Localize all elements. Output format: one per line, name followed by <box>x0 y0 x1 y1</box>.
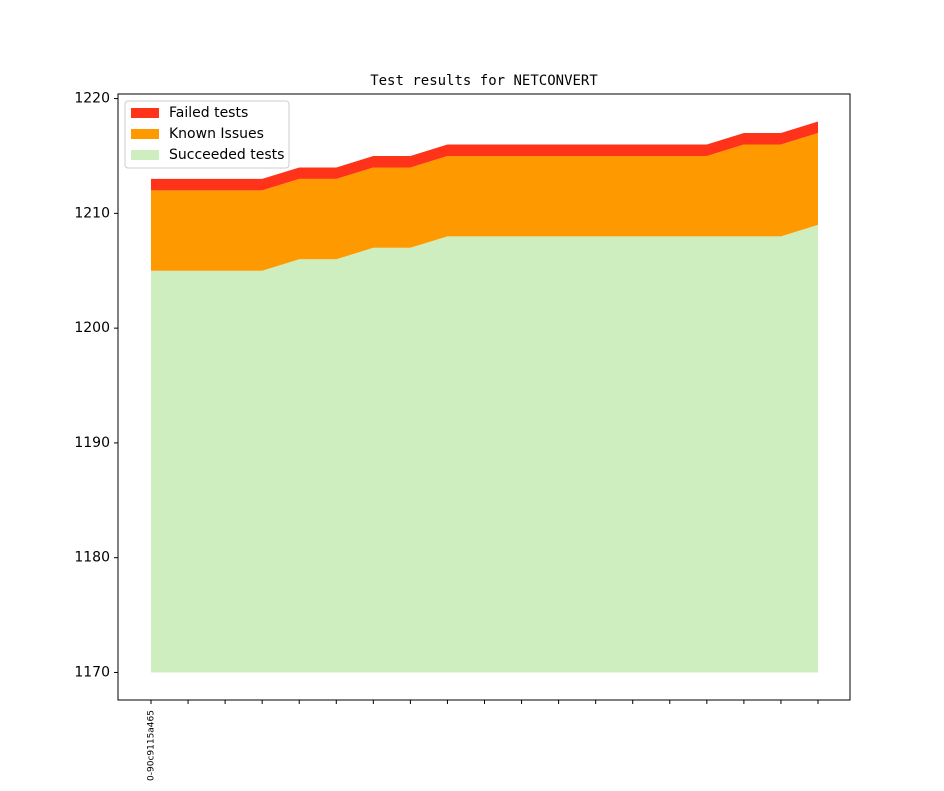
legend-swatch <box>131 108 159 118</box>
legend-swatch <box>131 150 159 160</box>
y-tick-label: 1220 <box>74 91 110 107</box>
area <box>151 121 818 191</box>
y-tick-label: 1170 <box>74 664 110 680</box>
legend-label: Succeeded tests <box>169 147 284 163</box>
chart-title: Test results for NETCONVERT <box>370 73 598 89</box>
y-tick-label: 1190 <box>74 435 110 451</box>
y-tick-label: 1180 <box>74 550 110 566</box>
y-tick-label: 1200 <box>74 320 110 336</box>
legend: Failed tests Known Issues Succeeded tests <box>124 100 290 169</box>
x-tick-label: 0-90c9115a465 <box>147 710 157 781</box>
legend-label: Known Issues <box>169 126 264 142</box>
y-tick-label: 1210 <box>74 205 110 221</box>
area <box>151 224 818 673</box>
legend-swatch <box>131 129 159 139</box>
area <box>151 133 818 271</box>
legend-frame <box>124 100 290 169</box>
legend-label: Failed tests <box>169 105 248 121</box>
